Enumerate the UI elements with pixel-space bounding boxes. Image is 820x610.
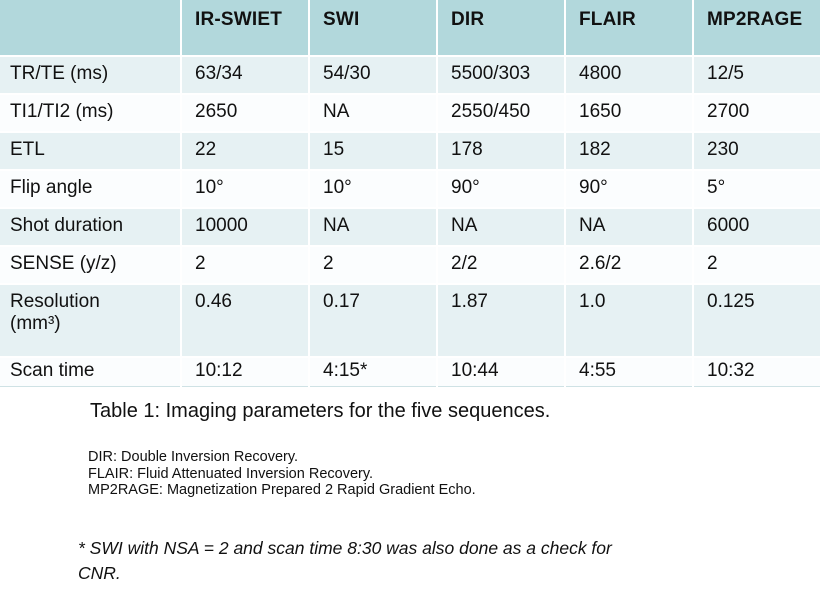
value-cell: 4800: [566, 57, 692, 93]
header-cell-mp2rage: MP2RAGE: [694, 0, 820, 55]
value-cell: 10000: [182, 209, 308, 245]
value-cell: 63/34: [182, 57, 308, 93]
value-cell: 1.0: [566, 285, 692, 356]
header-cell-empty: [0, 0, 180, 55]
value-cell: 6000: [694, 209, 820, 245]
header-cell-flair: FLAIR: [566, 0, 692, 55]
value-cell: 230: [694, 133, 820, 169]
value-cell: NA: [310, 95, 436, 131]
row-label: SENSE (y/z): [0, 247, 180, 283]
header-cell-swi: SWI: [310, 0, 436, 55]
note-line: CNR.: [78, 563, 121, 583]
row-label: Scan time: [0, 358, 180, 387]
row-label: ETL: [0, 133, 180, 169]
value-cell: 2550/450: [438, 95, 564, 131]
value-cell: NA: [438, 209, 564, 245]
value-cell: 182: [566, 133, 692, 169]
row-label: TI1/TI2 (ms): [0, 95, 180, 131]
asterisk-note: * SWI with NSA = 2 and scan time 8:30 wa…: [78, 536, 778, 586]
value-cell: 0.17: [310, 285, 436, 356]
value-cell: 90°: [566, 171, 692, 207]
value-cell: 2/2: [438, 247, 564, 283]
row-label: TR/TE (ms): [0, 57, 180, 93]
value-cell: NA: [566, 209, 692, 245]
value-cell: 5500/303: [438, 57, 564, 93]
footnote-line: FLAIR: Fluid Attenuated Inversion Recove…: [88, 465, 374, 482]
value-cell: 54/30: [310, 57, 436, 93]
value-cell: 10°: [310, 171, 436, 207]
footnote-line: MP2RAGE: Magnetization Prepared 2 Rapid …: [88, 482, 476, 498]
table-caption: Table 1: Imaging parameters for the five…: [90, 400, 551, 422]
footnote-line: DIR: Double Inversion Recovery.: [88, 449, 299, 465]
value-cell: 10:12: [182, 358, 308, 387]
value-cell: 178: [438, 133, 564, 169]
header-cell-dir: DIR: [438, 0, 564, 55]
value-cell: 2: [310, 247, 436, 283]
value-cell: 2700: [694, 95, 820, 131]
value-cell: 4:15*: [310, 358, 436, 387]
abbreviation-footnotes: DIR: Double Inversion Recovery. FLAIR: Fl…: [88, 449, 476, 499]
row-label: Shot duration: [0, 209, 180, 245]
parameters-table: IR-SWIET SWI DIR FLAIR MP2RAGE TR/TE (ms) 63/3…: [0, 0, 820, 387]
note-line: * SWI with NSA = 2 and scan time 8:30 wa…: [78, 538, 612, 558]
value-cell: 2: [694, 247, 820, 283]
value-cell: NA: [310, 209, 436, 245]
value-cell: 2650: [182, 95, 308, 131]
value-cell: 22: [182, 133, 308, 169]
value-cell: 4:55: [566, 358, 692, 387]
value-cell: 2: [182, 247, 308, 283]
row-label: Flip angle: [0, 171, 180, 207]
value-cell: 10°: [182, 171, 308, 207]
value-cell: 10:44: [438, 358, 564, 387]
value-cell: 0.125: [694, 285, 820, 356]
value-cell: 0.46: [182, 285, 308, 356]
value-cell: 5°: [694, 171, 820, 207]
value-cell: 10:32: [694, 358, 820, 387]
header-cell-ir-swiet: IR-SWIET: [182, 0, 308, 55]
value-cell: 12/5: [694, 57, 820, 93]
value-cell: 1650: [566, 95, 692, 131]
value-cell: 2.6/2: [566, 247, 692, 283]
value-cell: 1.87: [438, 285, 564, 356]
value-cell: 90°: [438, 171, 564, 207]
value-cell: 15: [310, 133, 436, 169]
row-label: Resolution (mm³): [0, 285, 180, 356]
